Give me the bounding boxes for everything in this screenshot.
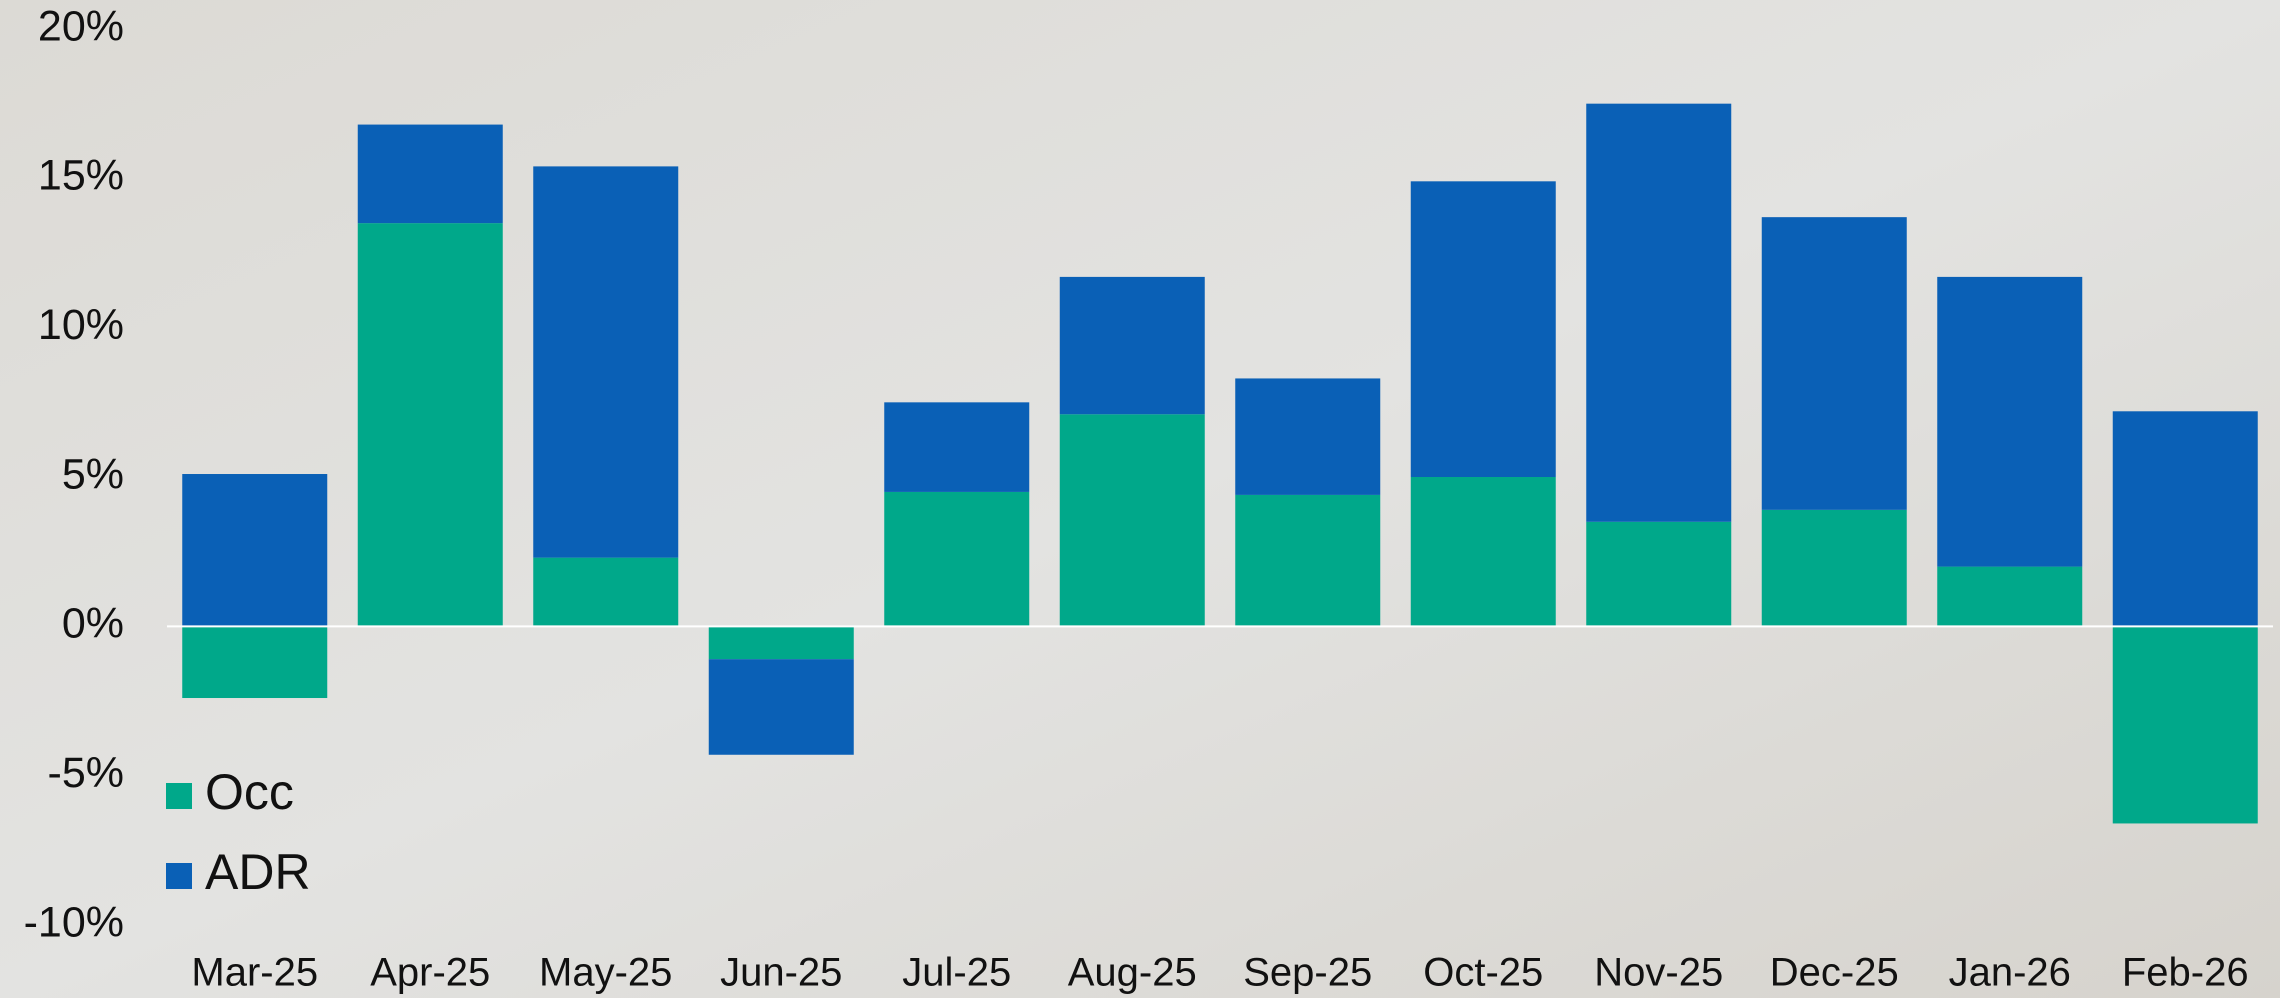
x-tick-label: Sep-25 <box>1243 951 1372 995</box>
legend-swatch <box>166 863 192 889</box>
x-tick-label: Dec-25 <box>1770 951 1899 995</box>
x-tick-label: Aug-25 <box>1068 951 1197 995</box>
x-tick-label: Jul-25 <box>902 951 1011 995</box>
bar-segment <box>1761 217 1907 510</box>
x-tick-label: Feb-26 <box>2122 951 2249 995</box>
bar-segment <box>1937 276 2083 567</box>
x-tick-label: Jun-25 <box>720 951 842 995</box>
bar-segment <box>1410 181 1556 477</box>
bar-segment <box>708 659 854 755</box>
y-tick-label: 15% <box>38 152 124 200</box>
y-tick-label: -10% <box>24 898 124 946</box>
x-tick-label: Jan-26 <box>1949 951 2071 995</box>
y-tick-label: 20% <box>38 2 124 50</box>
bar-segment <box>2112 626 2258 824</box>
legend-label: ADR <box>205 844 311 900</box>
bar-segment <box>1059 276 1205 415</box>
bar-segment <box>1586 103 1732 522</box>
x-tick-label: Mar-25 <box>191 951 318 995</box>
y-tick-label: 5% <box>62 450 124 498</box>
x-tick-label: Oct-25 <box>1423 951 1543 995</box>
y-tick-label: -5% <box>48 749 124 797</box>
bar-segment <box>1410 477 1556 627</box>
bar-segment <box>182 474 328 627</box>
x-tick-label: May-25 <box>539 951 672 995</box>
legend-swatch <box>166 783 192 809</box>
bar-segment <box>1059 414 1205 627</box>
legend-label: Occ <box>205 764 294 820</box>
bar-segment <box>357 124 503 224</box>
y-tick-label: 10% <box>38 301 124 349</box>
bar-segment <box>533 166 679 558</box>
y-tick-label: 0% <box>62 600 124 648</box>
bar-segment <box>2112 411 2258 627</box>
bar-segment <box>884 491 1030 627</box>
bar-segment <box>182 626 328 699</box>
bar-segment <box>708 626 854 660</box>
bar-segment <box>1235 494 1381 627</box>
bar-segment <box>884 402 1030 492</box>
bar-segment <box>1235 378 1381 495</box>
x-tick-label: Nov-25 <box>1594 951 1723 995</box>
bar-segment <box>1586 521 1732 627</box>
bar-segment <box>1937 566 2083 627</box>
bar-segment <box>357 223 503 627</box>
bar-segment <box>1761 509 1907 627</box>
x-tick-label: Apr-25 <box>370 951 490 995</box>
bar-segment <box>533 557 679 627</box>
